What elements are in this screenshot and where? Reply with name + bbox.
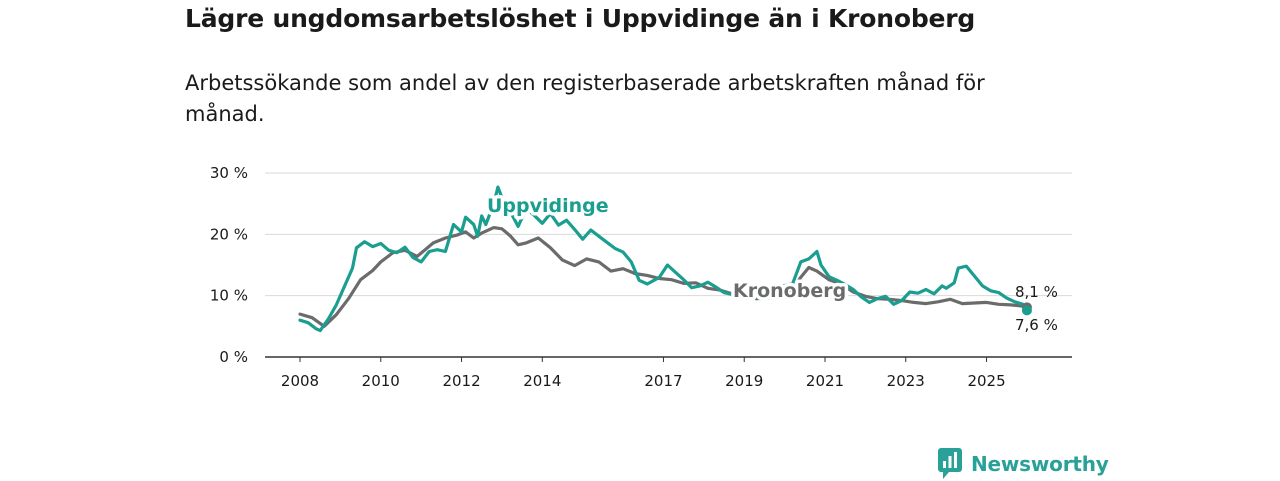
brand-name: Newsworthy bbox=[971, 452, 1109, 476]
series-label-uppvidinge: Uppvidinge bbox=[487, 195, 609, 217]
y-tick-label-10: 10 % bbox=[210, 287, 248, 305]
chart-title: Lägre ungdomsarbetslöshet i Uppvidinge ä… bbox=[185, 4, 976, 33]
y-tick-label-0: 0 % bbox=[219, 348, 248, 366]
x-tick-label-2017: 2017 bbox=[644, 372, 682, 390]
x-tick-label-2019: 2019 bbox=[725, 372, 763, 390]
series-line-uppvidinge bbox=[298, 185, 1029, 333]
x-tick-label-2025: 2025 bbox=[967, 372, 1005, 390]
end-label-kronoberg: 8,1 % bbox=[1015, 283, 1058, 301]
series-label-kronoberg-halo: Kronoberg bbox=[733, 280, 846, 302]
newsworthy-brand[interactable]: Newsworthy bbox=[937, 447, 1109, 481]
x-tick-label-2023: 2023 bbox=[887, 372, 925, 390]
y-tick-label-20: 20 % bbox=[210, 225, 248, 243]
chart-subtitle: Arbetssökande som andel av den registerb… bbox=[185, 71, 985, 126]
end-label-uppvidinge: 7,6 % bbox=[1015, 316, 1058, 334]
newsworthy-logo-icon bbox=[938, 448, 962, 479]
end-marker-uppvidinge bbox=[1021, 305, 1032, 316]
x-tick-label-2008: 2008 bbox=[281, 372, 319, 390]
x-tick-label-2021: 2021 bbox=[806, 372, 844, 390]
x-tick-label-2014: 2014 bbox=[523, 372, 561, 390]
y-tick-label-30: 30 % bbox=[210, 164, 248, 182]
series-label-uppvidinge-halo: Uppvidinge bbox=[487, 195, 609, 217]
series-line-kronoberg bbox=[298, 226, 1029, 328]
series-label-kronoberg: Kronoberg bbox=[733, 280, 846, 302]
x-tick-label-2012: 2012 bbox=[442, 372, 480, 390]
x-tick-label-2010: 2010 bbox=[362, 372, 400, 390]
